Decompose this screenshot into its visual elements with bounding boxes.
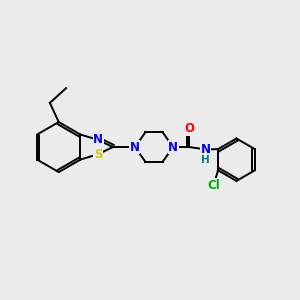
- Text: H: H: [201, 155, 210, 165]
- Text: Cl: Cl: [207, 178, 220, 191]
- Text: S: S: [94, 148, 103, 161]
- Text: N: N: [130, 141, 140, 154]
- Text: N: N: [93, 134, 103, 146]
- Text: N: N: [200, 143, 211, 156]
- Text: O: O: [184, 122, 194, 135]
- Text: N: N: [168, 141, 178, 154]
